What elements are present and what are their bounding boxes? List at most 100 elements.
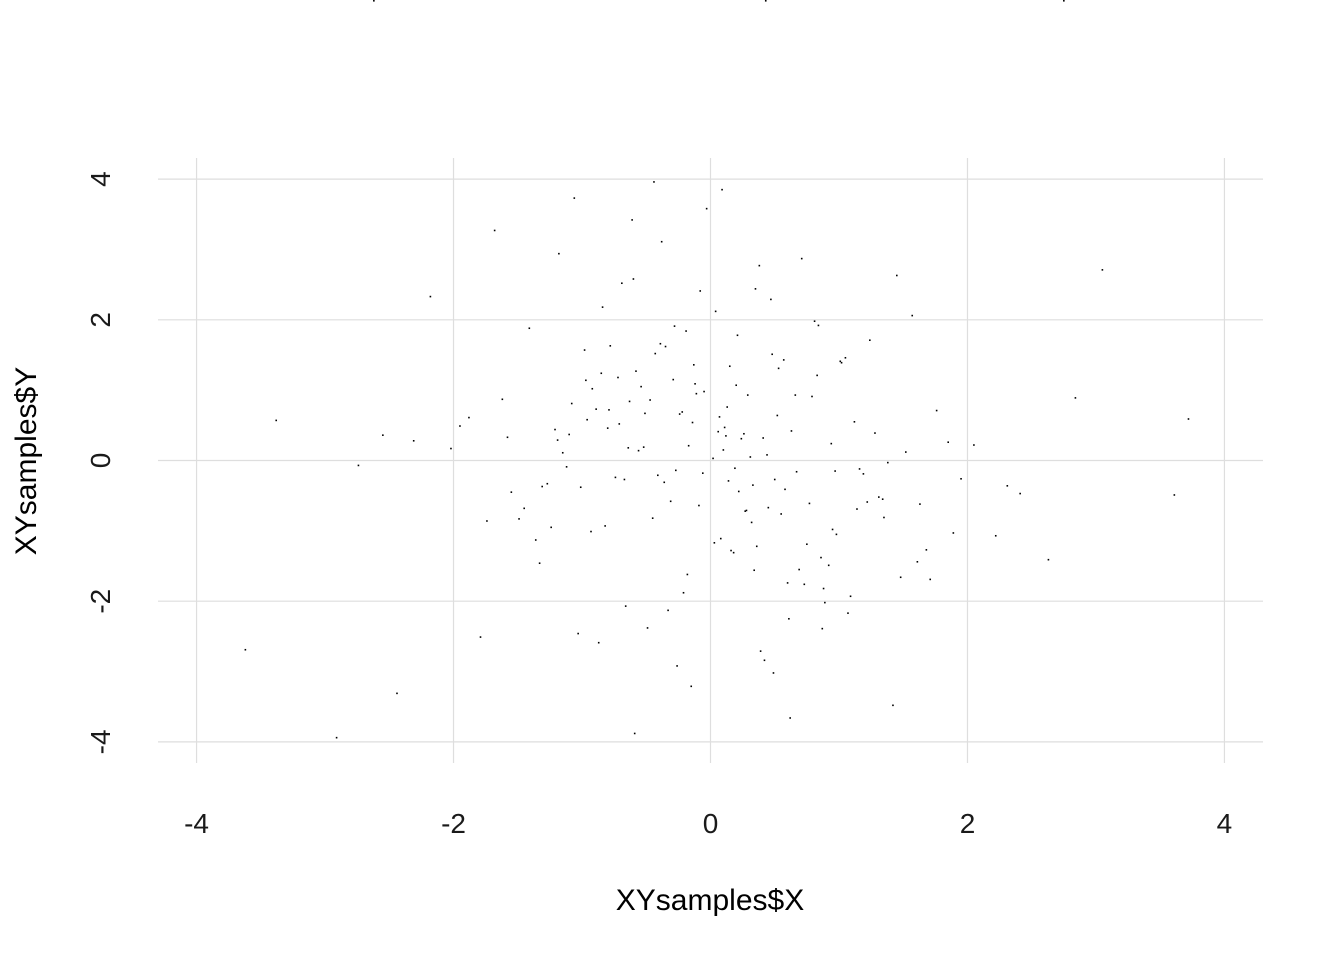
data-point [429,295,432,298]
data-point [618,423,621,425]
data-point [822,587,825,590]
data-point [534,539,537,541]
x-tick-label: 4 [1217,808,1233,839]
data-point [925,549,928,551]
y-tick-label: 2 [85,312,116,328]
data-point [800,257,803,260]
data-point [382,434,384,436]
data-point [816,374,818,377]
data-point [771,353,773,356]
data-point [606,427,609,429]
data-point [862,473,865,475]
data-point [685,330,687,332]
data-point [973,444,975,446]
data-point [694,383,696,385]
data-point [617,376,619,379]
data-point [878,496,880,498]
data-point [735,384,737,387]
data-point [506,436,509,439]
data-point [1101,269,1104,271]
data-point [759,650,762,652]
data-point [728,365,731,368]
data-point [595,408,597,410]
data-point [396,692,398,695]
data-point [905,451,907,453]
data-point [556,439,559,441]
data-point [573,197,576,199]
data-point [881,498,884,500]
data-point [701,472,704,474]
data-point [929,578,932,581]
data-point [628,400,631,403]
data-point [373,0,375,2]
data-point [712,457,714,460]
data-point [749,456,752,458]
data-point [746,394,749,396]
data-point [614,476,617,479]
data-point [743,432,745,435]
data-point [994,534,997,537]
data-point [558,252,560,255]
data-point [633,732,636,735]
data-point [727,480,730,482]
data-point [887,461,889,464]
data-point [827,564,830,567]
data-point [570,402,573,405]
data-point [1187,418,1190,420]
data-point [856,508,858,510]
y-tick-label: -2 [85,589,116,614]
data-point [632,278,635,280]
data-point [627,447,630,449]
data-point [755,545,758,548]
data-point [773,478,776,481]
data-point [847,612,849,614]
data-point [732,551,735,554]
y-tick-label: -4 [85,729,116,754]
data-point [767,506,770,509]
data-point [577,632,579,635]
data-point [600,372,603,375]
data-point [952,532,955,534]
data-point [736,334,739,337]
data-point [725,435,727,437]
data-point [631,219,633,221]
x-axis-title: XYsamples$X [616,884,804,917]
data-point [874,432,876,434]
data-point [1063,0,1065,2]
data-point [669,500,672,503]
data-point [412,440,415,442]
data-point [896,274,898,277]
data-point [764,0,767,2]
data-point [795,470,798,473]
data-point [777,367,780,370]
data-point [682,591,685,594]
data-point [690,685,693,688]
y-tick-label: 0 [85,453,116,469]
data-point [518,518,520,520]
data-point [776,414,779,417]
x-tick-label: -2 [441,808,466,839]
data-point [597,641,600,644]
x-tick-label: 0 [703,808,719,839]
data-point [772,672,775,674]
data-point [649,399,651,401]
data-point [806,543,808,546]
data-point [798,568,800,571]
data-point [790,430,793,432]
points [244,0,1190,739]
data-point [762,437,764,439]
data-point [745,509,748,512]
data-point [803,583,806,586]
data-point [637,449,640,452]
data-point [916,561,919,563]
data-point [601,306,604,308]
data-point [834,470,836,472]
data-point [554,428,556,431]
data-point [635,370,637,372]
data-point [335,736,338,739]
data-point [659,342,662,345]
data-point [866,501,869,503]
data-point [468,416,470,419]
data-point [766,454,768,456]
data-point [653,181,655,183]
